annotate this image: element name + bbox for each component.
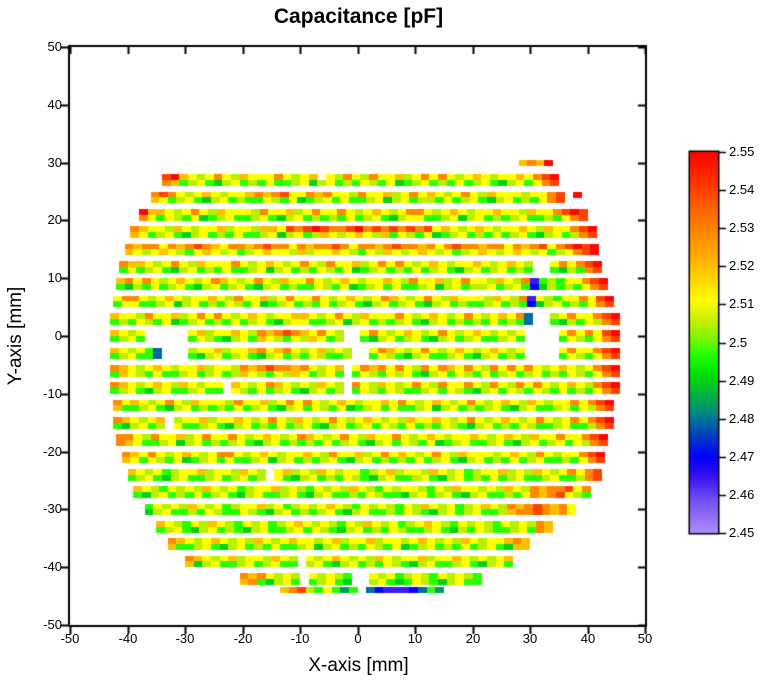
y-tick-label: 50: [47, 39, 62, 54]
colorbar-tick-label: 2.45: [729, 525, 755, 540]
colorbar-tick-label: 2.52: [729, 258, 755, 273]
x-tick-label: -20: [233, 631, 253, 646]
colorbar-tick-label: 2.54: [729, 182, 755, 197]
x-tick-label: 30: [522, 631, 538, 646]
chart-title: Capacitance [pF]: [273, 5, 444, 28]
y-tick-label: -20: [43, 444, 62, 459]
y-tick-label: -40: [43, 559, 62, 574]
x-tick-label: 40: [580, 631, 596, 646]
y-tick-label: 10: [47, 270, 62, 285]
x-tick-label: -50: [60, 631, 80, 646]
x-axis-label: X-axis [mm]: [308, 655, 409, 676]
y-tick-label: -30: [43, 501, 62, 516]
y-tick-label: 20: [47, 212, 62, 227]
x-tick-label: -40: [118, 631, 138, 646]
colorbar-tick-label: 2.46: [729, 487, 755, 502]
colorbar-tick-label: 2.48: [729, 411, 755, 426]
y-tick-label: -10: [43, 386, 62, 401]
x-tick-label: -30: [175, 631, 195, 646]
y-tick-label: 40: [47, 97, 62, 112]
colorbar-tick-label: 2.53: [729, 220, 755, 235]
colorbar-tick-label: 2.55: [729, 144, 755, 159]
x-tick-label: 0: [354, 631, 362, 646]
colorbar-tick-label: 2.51: [729, 296, 755, 311]
colorbar-tick-label: 2.5: [729, 335, 748, 350]
colorbar-tick-label: 2.47: [729, 449, 755, 464]
x-tick-label: 10: [407, 631, 423, 646]
y-tick-label: -50: [43, 617, 62, 632]
y-tick-label: 30: [47, 155, 62, 170]
colorbar-tick-label: 2.49: [729, 373, 755, 388]
y-tick-label: 0: [54, 328, 62, 343]
x-tick-label: -10: [290, 631, 310, 646]
x-tick-label: 50: [637, 631, 653, 646]
x-tick-label: 20: [465, 631, 481, 646]
